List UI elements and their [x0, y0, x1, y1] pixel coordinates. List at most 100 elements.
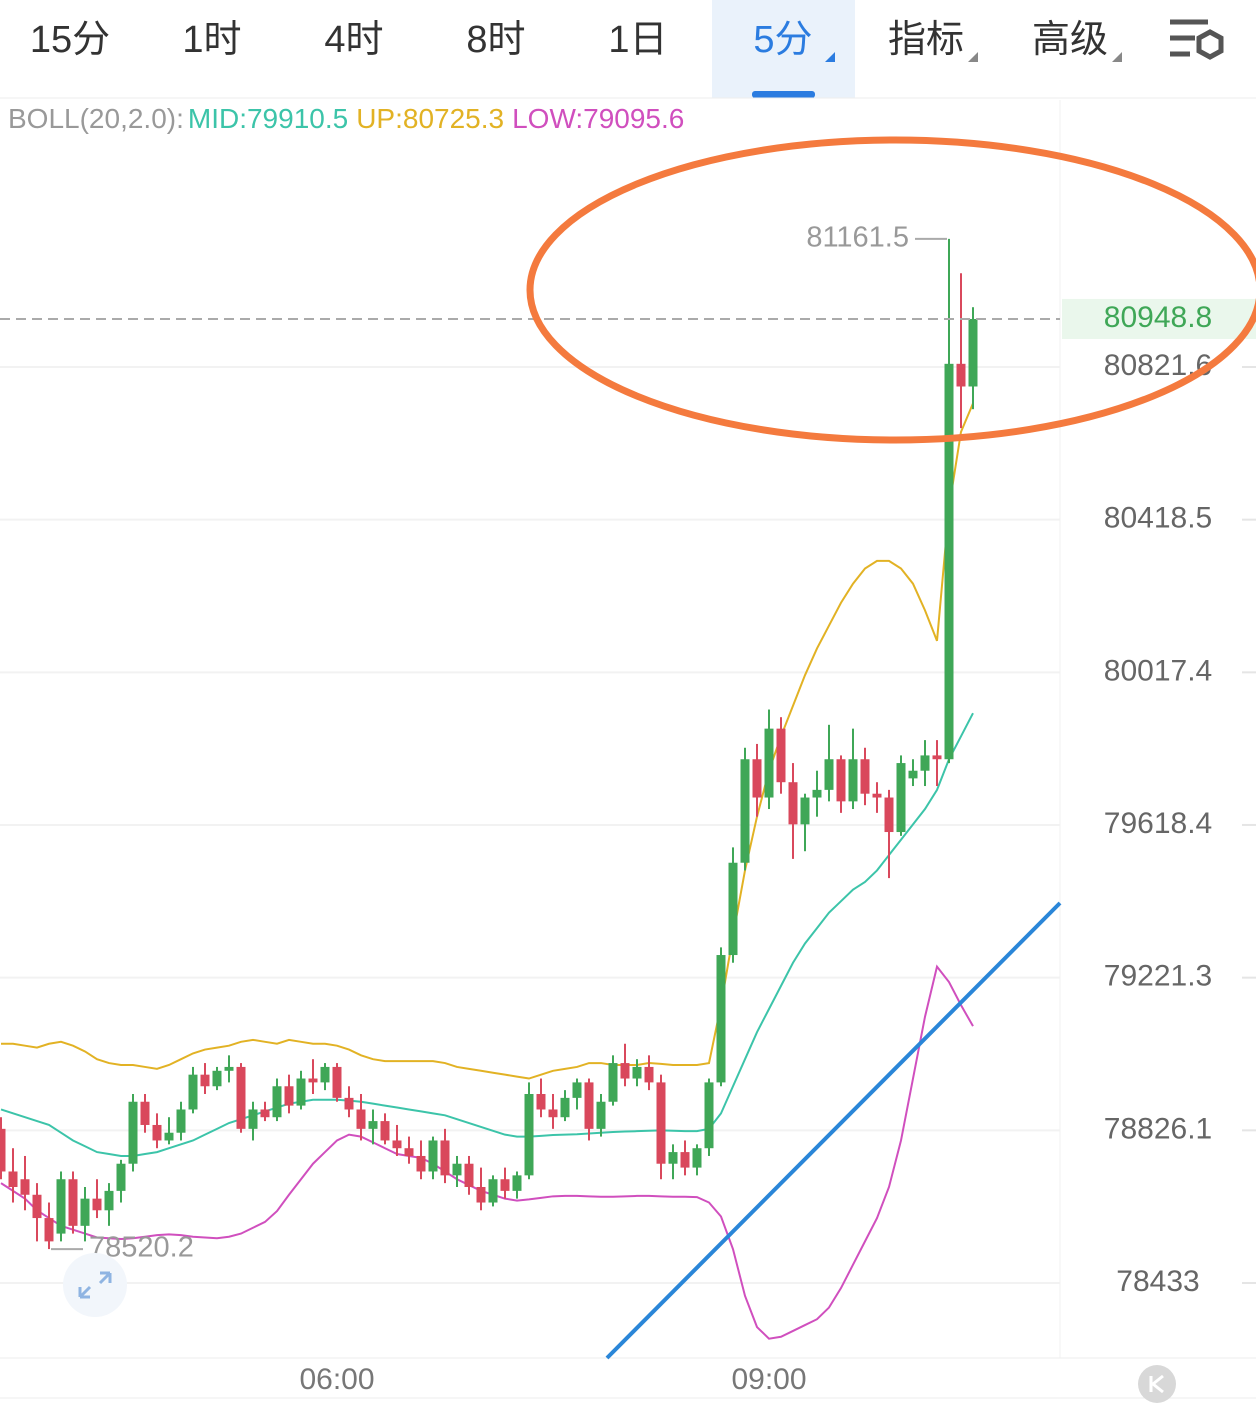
candle-body: [44, 1218, 54, 1242]
candle-body: [776, 728, 786, 783]
candle-body: [884, 797, 894, 833]
candle-body: [728, 862, 738, 956]
tab[interactable]: 4时: [324, 19, 383, 61]
annotation-trendline: [605, 901, 1062, 1360]
y-tick-label: 79221.3: [1104, 960, 1212, 993]
candle-body: [128, 1101, 138, 1164]
candle-body: [56, 1179, 66, 1234]
y-tick-label: 79618.4: [1104, 807, 1212, 840]
tab-dropdown-mark: [1112, 52, 1122, 62]
candle-body: [152, 1124, 162, 1141]
y-tick-label: 80017.4: [1104, 654, 1212, 687]
candle-body: [284, 1086, 294, 1106]
candle-body: [224, 1066, 234, 1071]
candle-body: [452, 1163, 462, 1176]
candle-body: [344, 1097, 354, 1110]
candle-body: [116, 1163, 126, 1191]
candle-body: [476, 1186, 486, 1203]
candle-body: [368, 1121, 378, 1129]
icon-hex: [1196, 29, 1224, 60]
icon-bg: [1138, 1365, 1176, 1403]
candle-body: [812, 789, 822, 798]
tab-dropdown-mark: [968, 52, 978, 62]
candle-body: [440, 1140, 450, 1176]
candle-body: [296, 1078, 306, 1106]
candle-body: [644, 1066, 654, 1083]
indicator-value: UP:80725.3: [356, 103, 504, 134]
candle-body: [920, 755, 930, 771]
active-tab-underline: [752, 91, 815, 98]
candle-body: [968, 318, 978, 387]
candle-body: [692, 1148, 702, 1168]
candle-body: [668, 1152, 678, 1164]
plot: 80821.680418.580017.479618.479221.378826…: [0, 222, 1256, 1396]
tab[interactable]: 8时: [466, 19, 525, 61]
active-tab-bg: [712, 0, 855, 98]
tab[interactable]: 1日: [608, 19, 667, 61]
candle-body: [0, 1128, 6, 1172]
candle-body: [68, 1179, 78, 1226]
candle-body: [788, 782, 798, 825]
tab[interactable]: 指标: [888, 19, 964, 61]
candle-body: [944, 363, 954, 760]
candle-body: [80, 1198, 90, 1226]
candle-body: [428, 1140, 438, 1172]
candle-body: [200, 1074, 210, 1087]
candle-body: [932, 755, 942, 760]
tab[interactable]: 高级: [1032, 19, 1108, 61]
candle-body: [956, 363, 966, 387]
candle-body: [140, 1101, 150, 1125]
candle-body: [212, 1070, 222, 1087]
candle-body: [572, 1082, 582, 1098]
candle-body: [716, 955, 726, 1083]
high-marker-label: 81161.5: [806, 222, 909, 254]
tab[interactable]: 1时: [182, 19, 241, 61]
candle-body: [524, 1094, 534, 1176]
candle-body: [680, 1152, 690, 1168]
candle-body: [248, 1109, 258, 1129]
candle-body: [20, 1179, 30, 1195]
candle-body: [752, 759, 762, 798]
tab[interactable]: 5分: [753, 19, 812, 61]
candle-body: [908, 770, 918, 779]
candle-body: [872, 793, 882, 798]
candle-body: [896, 763, 906, 833]
last-price-bg: [1062, 298, 1256, 339]
indicator-value: MID:79910.5: [188, 103, 348, 134]
candle-body: [584, 1082, 594, 1129]
candle-body: [536, 1094, 546, 1110]
indicator-header: BOLL(20,2.0): MID:79910.5 UP:80725.3 LOW:79…: [8, 103, 684, 134]
candle-body: [416, 1155, 426, 1172]
candle-body: [836, 759, 846, 802]
candle-body: [92, 1198, 102, 1211]
icon-arrows: [78, 1271, 112, 1299]
candle-body: [188, 1074, 198, 1110]
candle-body: [860, 759, 870, 794]
x-tick-label: 09:00: [731, 1363, 806, 1396]
indicator-value: LOW:79095.6: [512, 103, 684, 134]
candle-body: [764, 728, 774, 798]
candle-body: [500, 1179, 510, 1191]
candle-body: [308, 1078, 318, 1083]
expand-icon[interactable]: [63, 1253, 127, 1317]
icon-k: [1149, 1374, 1164, 1394]
candle-body: [824, 759, 834, 790]
band-line: [1, 403, 974, 1080]
candle-body: [260, 1109, 270, 1118]
candle-body: [488, 1179, 498, 1203]
candle-body: [740, 759, 750, 863]
candle-body: [632, 1066, 642, 1079]
candle-body: [104, 1190, 114, 1211]
candle-body: [656, 1082, 666, 1164]
candle-body: [848, 759, 858, 802]
candle-body: [800, 797, 810, 825]
tab[interactable]: 15分: [30, 19, 110, 61]
candle-body: [176, 1109, 186, 1133]
candle-body: [596, 1101, 606, 1129]
settings-icon[interactable]: [1170, 19, 1224, 60]
candle-body: [464, 1163, 474, 1187]
k-icon[interactable]: [1138, 1365, 1176, 1403]
candle-body: [548, 1109, 558, 1118]
